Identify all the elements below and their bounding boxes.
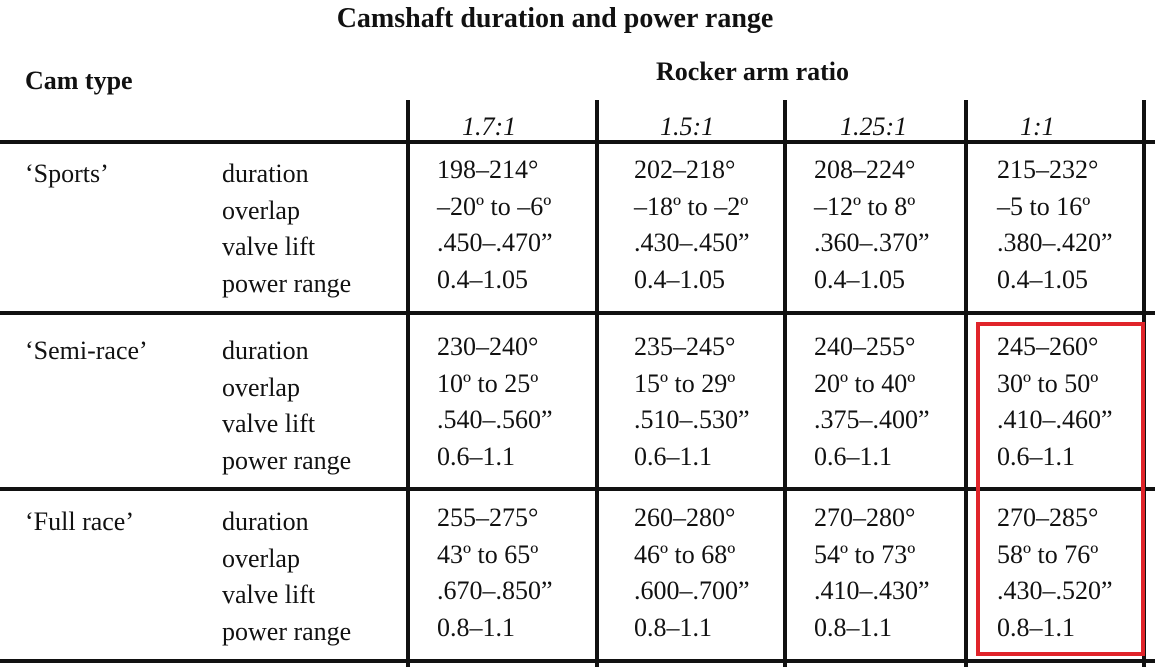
rule — [0, 659, 1155, 663]
cell-value: .430–.450” — [634, 228, 750, 257]
cell-value: 0.6–1.1 — [997, 441, 1075, 471]
parameter: power range — [222, 616, 352, 646]
cell-value: 240–255° — [814, 332, 916, 361]
cell-value: 0.8–1.1 — [437, 612, 515, 642]
cell-value: –5 to 16º — [997, 191, 1091, 221]
ratio-header: 1:1 — [1020, 112, 1055, 141]
cell-value: 230–240° — [437, 332, 539, 361]
cell-value: 0.6–1.1 — [634, 441, 712, 471]
cell-value: 215–232° — [997, 155, 1099, 184]
cell-value: 208–224° — [814, 155, 916, 184]
cell-value: .430–.520” — [997, 576, 1113, 605]
ratio-header: 1.7:1 — [462, 112, 517, 141]
parameter: duration — [222, 336, 309, 365]
parameter: overlap — [222, 543, 300, 573]
cell-value: 0.6–1.1 — [814, 441, 892, 471]
cell-value: 0.4–1.05 — [634, 264, 725, 294]
cell-value: 0.4–1.05 — [437, 264, 528, 294]
cell-value: 58º to 76º — [997, 539, 1099, 569]
parameter: power range — [222, 268, 352, 298]
cell-value: .360–.370” — [814, 228, 930, 257]
parameter: valve lift — [222, 409, 316, 438]
cell-value: –20º to –6º — [437, 191, 552, 221]
rocker-header: Rocker arm ratio — [655, 57, 849, 86]
parameter: valve lift — [222, 232, 316, 261]
cell-value: 235–245° — [634, 332, 736, 361]
column-rule — [406, 100, 410, 667]
cell-value: 10º to 25º — [437, 368, 539, 398]
ratio-header: 1.5:1 — [660, 112, 715, 141]
title: Camshaft duration and power range — [336, 3, 774, 34]
cell-value: –18º to –2º — [634, 191, 749, 221]
column-rule — [595, 100, 599, 667]
highlight-box — [976, 322, 1145, 656]
cell-value: .600–.700” — [634, 576, 750, 605]
rule — [0, 487, 1155, 491]
cell-value: .540–.560” — [437, 405, 553, 434]
cell-value: 245–260° — [997, 332, 1099, 361]
cell-value: 0.8–1.1 — [634, 612, 712, 642]
cam-type: ‘Semi-race’ — [25, 336, 148, 365]
cell-value: .670–.850” — [437, 576, 553, 605]
parameter: valve lift — [222, 580, 316, 609]
cell-value: –12º to 8º — [814, 191, 916, 221]
parameter: duration — [222, 159, 309, 188]
parameter: overlap — [222, 195, 300, 225]
cell-value: 0.8–1.1 — [814, 612, 892, 642]
ratio-header: 1.25:1 — [840, 112, 908, 141]
cell-value: .410–.430” — [814, 576, 930, 605]
column-rule — [964, 100, 968, 667]
cell-value: 198–214° — [437, 155, 539, 184]
cell-value: 260–280° — [634, 503, 736, 532]
cell-value: 30º to 50º — [997, 368, 1099, 398]
cell-value: 0.4–1.05 — [814, 264, 905, 294]
cell-value: .450–.470” — [437, 228, 553, 257]
cam-type-header: Cam type — [25, 66, 133, 95]
cell-value: 0.4–1.05 — [997, 264, 1088, 294]
cell-value: 202–218° — [634, 155, 736, 184]
cell-value: .410–.460” — [997, 405, 1113, 434]
parameter: power range — [222, 445, 352, 475]
cell-value: 0.6–1.1 — [437, 441, 515, 471]
cell-value: 0.8–1.1 — [997, 612, 1075, 642]
cell-value: .375–.400” — [814, 405, 930, 434]
cam-type: ‘Full race’ — [25, 507, 135, 536]
cell-value: 270–280° — [814, 503, 916, 532]
cell-value: 15º to 29º — [634, 368, 736, 398]
parameter: duration — [222, 507, 309, 536]
cam-type: ‘Sports’ — [25, 159, 109, 188]
rule — [0, 311, 1155, 315]
cell-value: 20º to 40º — [814, 368, 916, 398]
cell-value: 54º to 73º — [814, 539, 916, 569]
parameter: overlap — [222, 372, 300, 402]
cell-value: .380–.420” — [997, 228, 1113, 257]
cell-value: 43º to 65º — [437, 539, 539, 569]
cell-value: 255–275° — [437, 503, 539, 532]
cell-value: 46º to 68º — [634, 539, 736, 569]
rule — [0, 140, 1155, 144]
cell-value: 270–285° — [997, 503, 1099, 532]
column-rule — [783, 100, 787, 667]
cell-value: .510–.530” — [634, 405, 750, 434]
